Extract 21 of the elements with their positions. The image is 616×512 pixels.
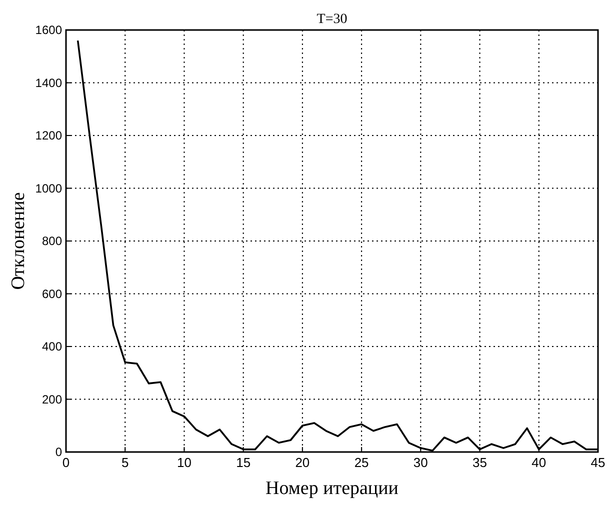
y-tick-label: 1200: [35, 128, 62, 142]
x-tick-label: 35: [472, 455, 488, 470]
x-tick-label: 45: [590, 455, 606, 470]
chart-title: T=30: [316, 12, 348, 27]
x-tick-label: 15: [236, 455, 251, 470]
x-tick-label: 25: [354, 455, 369, 470]
y-tick-label: 200: [42, 392, 62, 406]
x-tick-label: 5: [121, 455, 129, 470]
y-axis-title: Отклонение: [8, 192, 29, 290]
x-tick-label: 20: [295, 455, 310, 470]
y-tick-label: 1600: [35, 23, 62, 37]
x-tick-label: 10: [176, 455, 192, 470]
x-tick-label: 30: [413, 455, 428, 470]
y-tick-label: 800: [42, 234, 62, 248]
y-tick-label: 1400: [35, 76, 62, 90]
y-tick-label: 400: [42, 340, 62, 354]
x-axis-title: Номер итерации: [266, 478, 398, 499]
y-tick-label: 0: [55, 445, 62, 459]
y-tick-label: 1000: [35, 181, 62, 196]
x-tick-label: 40: [532, 455, 546, 470]
y-tick-label: 600: [42, 286, 62, 301]
